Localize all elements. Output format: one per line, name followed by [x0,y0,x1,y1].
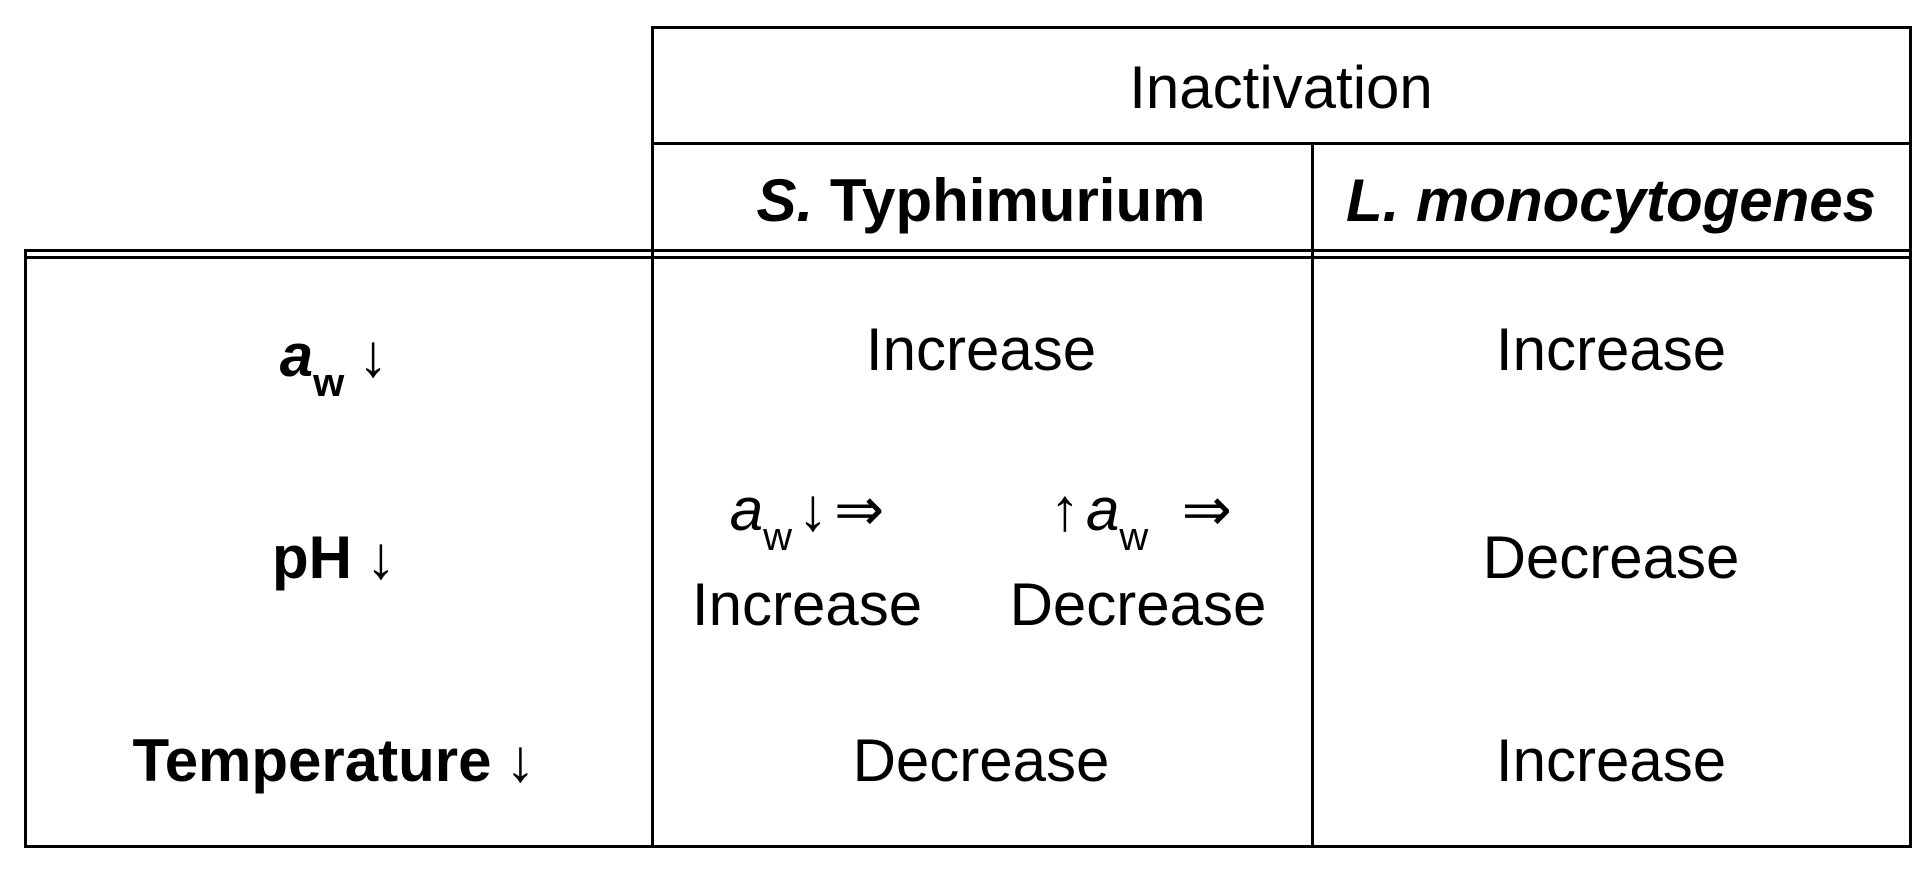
column-divider-2 [1311,142,1314,848]
row-aw-factor: aw ↓ [280,322,389,404]
row-ph-col1-left-condition: aw ↓ ⇒ [730,476,885,558]
header-inactivation: Inactivation [1129,58,1433,118]
header-col-l-monocytogenes: L. monocytogenes [1346,171,1876,231]
row-temperature-col1: Decrease [853,731,1110,791]
header-top-border [651,26,1912,29]
cell-value: Decrease [1482,524,1740,591]
down-arrow-icon: ↓ [365,524,396,591]
row-ph-col1-left-result: Increase [692,575,922,635]
header-group-divider [651,142,1912,145]
header-bottom-double-rule-1 [24,249,1912,252]
table-right-border [1909,26,1912,848]
row-aw-col1: Increase [866,320,1096,380]
row-ph-col1-right-condition: ↑ aw ⇒ [1044,476,1232,558]
table-bottom-border [24,845,1912,848]
aw-symbol: aw [1086,476,1149,559]
cell-value: Increase [691,571,923,638]
aw-symbol: aw [729,476,792,559]
row-ph-col1-right-result: Decrease [1010,575,1267,635]
row-ph-col2: Decrease [1483,528,1740,588]
cell-value: Decrease [1009,571,1267,638]
row-temperature-col2: Increase [1496,731,1726,791]
down-arrow-icon: ↓ [505,727,536,794]
implies-icon: ⇒ [1181,476,1232,543]
column-divider-1 [651,26,654,848]
header-col-s-typhimurium: S. Typhimurium [757,171,1206,231]
up-arrow-icon: ↑ [1050,476,1081,543]
row-temperature-factor: Temperature ↓ [132,731,535,791]
factor-label: pH [272,524,352,591]
factor-label: Temperature [132,727,492,794]
species-abbrev: S. [756,167,814,234]
down-arrow-icon: ↓ [358,322,389,389]
implies-icon: ⇒ [833,476,885,543]
species-name: Typhimurium [829,167,1206,234]
cell-value: Increase [1495,316,1727,383]
row-ph-factor: pH ↓ [272,528,396,588]
cell-value: Decrease [852,727,1110,794]
cell-value: Increase [865,316,1097,383]
row-aw-col2: Increase [1496,320,1726,380]
header-inactivation-label: Inactivation [1129,54,1433,121]
species-name-2: L. monocytogenes [1345,167,1877,234]
aw-symbol: aw [279,322,345,405]
cell-value: Increase [1495,727,1727,794]
down-arrow-icon: ↓ [797,476,828,543]
table-left-border [24,249,27,848]
header-bottom-double-rule-2 [24,256,1912,259]
